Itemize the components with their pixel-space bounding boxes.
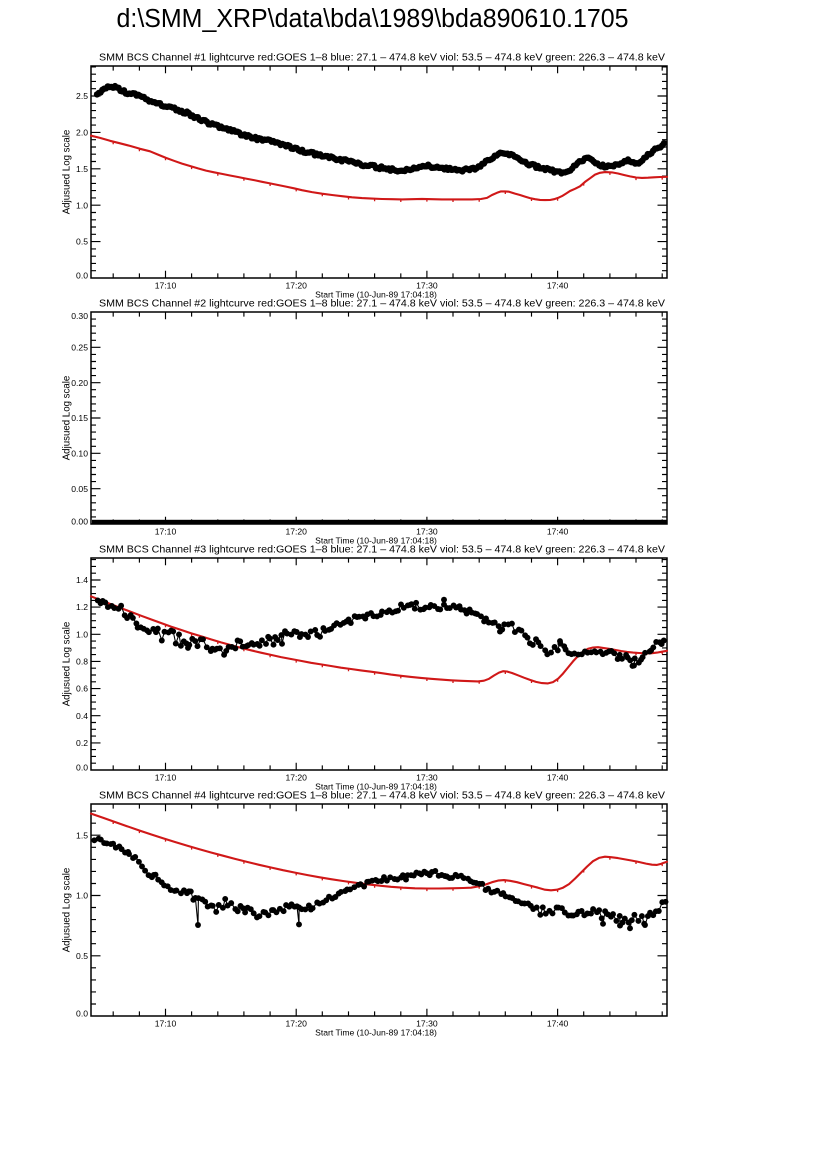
svg-text:17:10: 17:10 xyxy=(155,1019,177,1029)
svg-text:0.0: 0.0 xyxy=(76,1009,88,1019)
svg-text:SMM BCS Channel #4 lightcurve: SMM BCS Channel #4 lightcurve red:GOES 1… xyxy=(99,791,666,802)
svg-text:1.0: 1.0 xyxy=(76,891,88,901)
svg-text:1.5: 1.5 xyxy=(76,830,88,840)
svg-text:0.5: 0.5 xyxy=(76,237,88,247)
svg-text:17:40: 17:40 xyxy=(547,1019,569,1029)
svg-text:SMM BCS Channel #3 lightcurve: SMM BCS Channel #3 lightcurve red:GOES 1… xyxy=(99,545,666,556)
svg-text:17:40: 17:40 xyxy=(547,773,569,783)
svg-text:17:20: 17:20 xyxy=(285,1019,307,1029)
svg-text:1.4: 1.4 xyxy=(76,575,88,585)
svg-text:17:20: 17:20 xyxy=(285,773,307,783)
svg-text:1.0: 1.0 xyxy=(76,200,88,210)
svg-text:2.5: 2.5 xyxy=(76,91,88,101)
svg-text:0.05: 0.05 xyxy=(71,484,88,494)
svg-text:0.0: 0.0 xyxy=(76,763,88,773)
svg-text:17:10: 17:10 xyxy=(155,773,177,783)
svg-text:Adjusued Log scale: Adjusued Log scale xyxy=(62,376,73,461)
svg-text:0.30: 0.30 xyxy=(71,311,88,321)
svg-text:1.2: 1.2 xyxy=(76,602,88,612)
svg-text:2.0: 2.0 xyxy=(76,128,88,138)
svg-text:0.5: 0.5 xyxy=(76,951,88,961)
svg-text:0.6: 0.6 xyxy=(76,684,88,694)
svg-text:Start Time (10-Jun-89 17:04:18: Start Time (10-Jun-89 17:04:18) xyxy=(315,1028,437,1038)
svg-text:17:30: 17:30 xyxy=(416,281,438,291)
svg-text:0.4: 0.4 xyxy=(76,711,88,721)
svg-text:0.2: 0.2 xyxy=(76,738,88,748)
svg-text:0.8: 0.8 xyxy=(76,657,88,667)
svg-text:17:30: 17:30 xyxy=(416,1019,438,1029)
svg-text:17:20: 17:20 xyxy=(285,281,307,291)
svg-text:17:10: 17:10 xyxy=(155,281,177,291)
svg-text:Adjusued Log scale: Adjusued Log scale xyxy=(62,622,73,707)
svg-text:Start Time (10-Jun-89 17:04:18: Start Time (10-Jun-89 17:04:18) xyxy=(315,290,437,300)
svg-text:17:20: 17:20 xyxy=(285,527,307,537)
svg-text:17:10: 17:10 xyxy=(155,527,177,537)
svg-text:1.5: 1.5 xyxy=(76,164,88,174)
svg-text:0.00: 0.00 xyxy=(71,517,88,527)
svg-text:SMM BCS Channel #1 lightcurve: SMM BCS Channel #1 lightcurve red:GOES 1… xyxy=(99,53,666,64)
svg-text:17:40: 17:40 xyxy=(547,527,569,537)
svg-text:0.20: 0.20 xyxy=(71,378,88,388)
svg-text:0.25: 0.25 xyxy=(71,342,88,352)
svg-text:17:30: 17:30 xyxy=(416,527,438,537)
svg-text:Adjusued Log scale: Adjusued Log scale xyxy=(62,868,73,953)
svg-text:SMM BCS Channel #2 lightcurve: SMM BCS Channel #2 lightcurve red:GOES 1… xyxy=(99,299,666,310)
svg-text:1.0: 1.0 xyxy=(76,629,88,639)
svg-text:d:\SMM_XRP\data\bda\1989\bda89: d:\SMM_XRP\data\bda\1989\bda890610.1705 xyxy=(117,5,629,33)
svg-text:0.15: 0.15 xyxy=(71,413,88,423)
svg-text:Adjusued Log scale: Adjusued Log scale xyxy=(62,130,73,215)
svg-text:17:40: 17:40 xyxy=(547,281,569,291)
svg-text:Start Time (10-Jun-89 17:04:18: Start Time (10-Jun-89 17:04:18) xyxy=(315,782,437,792)
svg-text:17:30: 17:30 xyxy=(416,773,438,783)
svg-text:0.10: 0.10 xyxy=(71,448,88,458)
svg-text:0.0: 0.0 xyxy=(76,271,88,281)
svg-text:Start Time (10-Jun-89 17:04:18: Start Time (10-Jun-89 17:04:18) xyxy=(315,536,437,546)
